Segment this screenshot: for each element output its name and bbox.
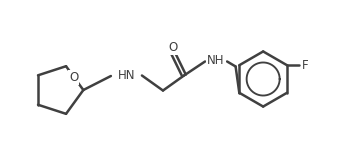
Text: O: O: [168, 41, 178, 54]
Text: NH: NH: [207, 54, 225, 67]
Text: HN: HN: [118, 69, 136, 82]
Text: O: O: [69, 71, 78, 84]
Text: F: F: [302, 59, 308, 72]
